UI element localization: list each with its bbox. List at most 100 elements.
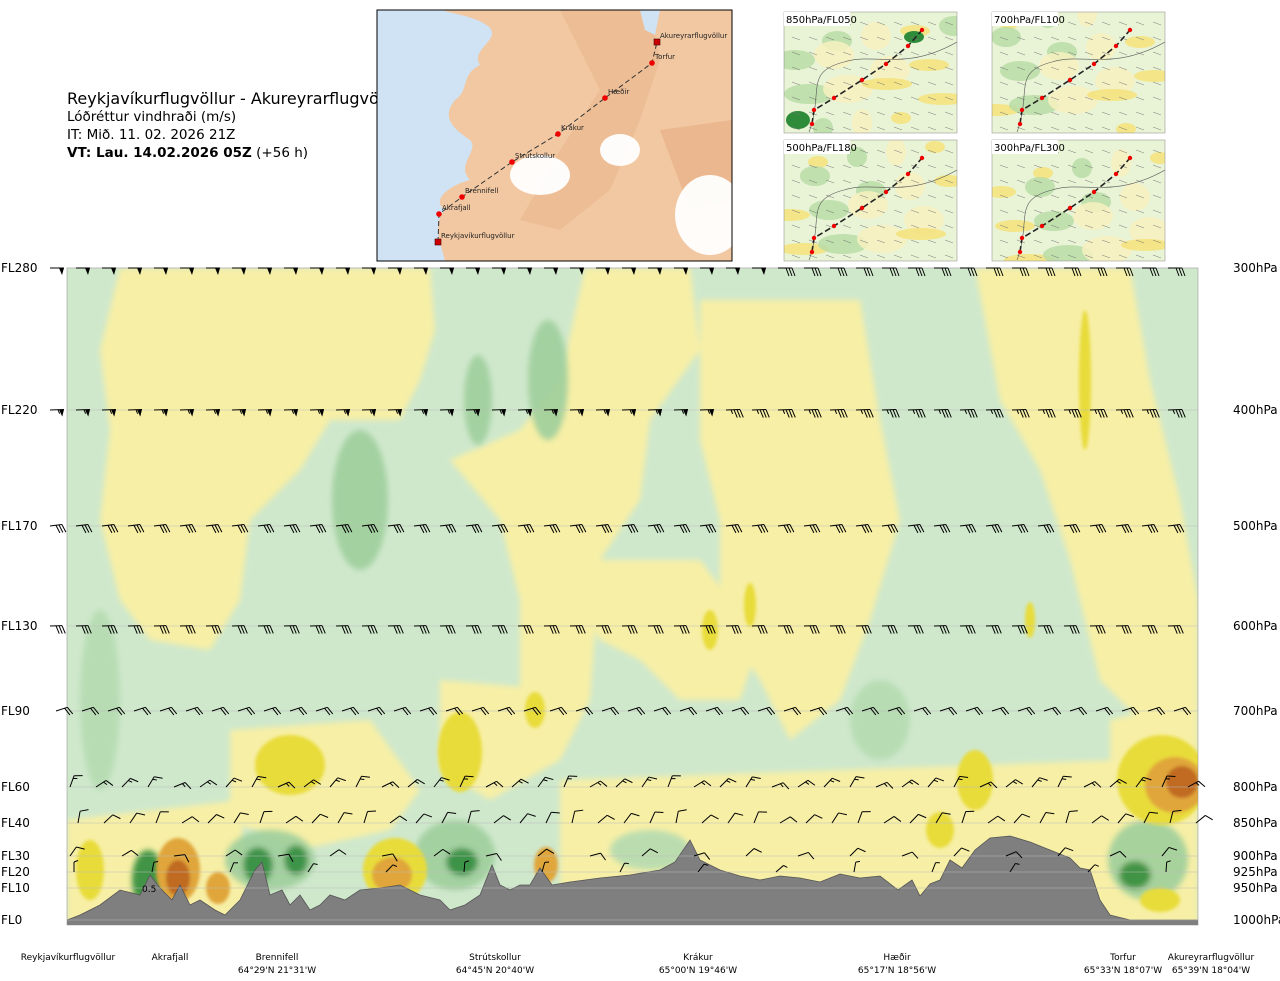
wind-barb: [861, 706, 880, 716]
wind-barb: [615, 778, 633, 788]
wind-barb: [439, 625, 456, 634]
terrain-profile: [67, 835, 1198, 925]
level-panel: [784, 12, 957, 133]
wind-barb: [466, 267, 480, 275]
wind-barb: [1011, 625, 1028, 634]
wind-barb: [1012, 267, 1030, 277]
wind-barb: [1063, 524, 1081, 534]
wind-barb: [1147, 706, 1166, 716]
issue-time: IT: Mið. 11. 02. 2026 21Z: [67, 127, 236, 143]
wind-barb: [341, 706, 360, 716]
wind-barb: [75, 409, 91, 417]
wind-barb: [485, 853, 502, 861]
wind-barb: [151, 860, 159, 873]
wind-barb: [55, 706, 74, 716]
wind-barb: [393, 706, 412, 716]
chart-subtitle: Lóðréttur vindhraði (m/s): [67, 109, 237, 125]
wind-barb: [1037, 625, 1054, 634]
wind-barb: [303, 779, 322, 788]
wind-barb: [673, 625, 690, 634]
flight-level-label: FL60: [1, 780, 30, 794]
wind-barb: [211, 706, 230, 716]
waypoint-coord: 65°00'N 19°46'W: [659, 966, 737, 976]
wind-barb: [809, 706, 828, 716]
wind-barb: [259, 810, 273, 824]
wind-barb: [985, 409, 1004, 418]
wind-barb: [595, 409, 611, 417]
flight-level-label: FL220: [1, 403, 38, 417]
wind-barb: [693, 780, 712, 788]
wind-barb: [961, 810, 975, 824]
wind-barb: [569, 524, 587, 534]
wind-barb: [205, 409, 221, 417]
wind-barb: [289, 706, 308, 716]
wind-barb: [69, 775, 83, 788]
wind-barb: [50, 267, 64, 275]
wind-barb: [81, 706, 100, 716]
wind-barb: [1011, 409, 1030, 418]
wind-barb: [647, 409, 663, 417]
waypoint-name: Torfur: [1109, 953, 1136, 963]
wind-barb: [407, 779, 425, 788]
wind-barb: [641, 848, 659, 857]
wind-barb: [1037, 524, 1055, 534]
wind-barb: [95, 780, 114, 788]
wind-barb: [753, 811, 768, 824]
wind-barb: [361, 625, 378, 634]
wind-barb: [361, 524, 379, 534]
wind-barb: [543, 524, 561, 534]
wind-barb: [1043, 706, 1062, 716]
wind-barb: [569, 409, 585, 417]
waypoint-name: Krákur: [683, 953, 713, 963]
contour-label: 0.5: [142, 885, 156, 895]
wind-barb: [257, 409, 273, 417]
wind-barb: [623, 812, 640, 824]
glacier-vatnajokull: [675, 175, 732, 255]
wind-barb: [1161, 846, 1178, 857]
wind-barb: [251, 776, 267, 788]
wind-barb: [959, 524, 977, 534]
wind-barb: [887, 706, 906, 716]
map-waypoint-label: Reykjavíkurflugvöllur: [441, 232, 515, 240]
wind-barb: [991, 706, 1010, 716]
wind-barb: [752, 267, 766, 275]
wind-barb: [1039, 812, 1055, 824]
wind-barb: [804, 267, 822, 277]
wind-barb: [543, 625, 560, 634]
wind-barb: [445, 706, 464, 716]
wind-barb: [1038, 267, 1056, 277]
wind-barb: [485, 780, 504, 788]
wind-barb: [544, 267, 558, 275]
wind-barb: [1109, 778, 1127, 788]
waypoint-marker: [509, 159, 515, 165]
level-panel: [784, 140, 957, 261]
wind-barb: [207, 814, 225, 824]
wind-barb: [75, 524, 93, 534]
wind-barb: [1173, 706, 1192, 716]
wind-barb: [960, 267, 978, 277]
glacier-hofsjokull: [600, 134, 640, 166]
wind-barb: [179, 625, 196, 634]
pressure-level-label: 700hPa: [1233, 704, 1278, 718]
wind-barb: [745, 848, 762, 857]
wind-barb: [419, 706, 438, 716]
wind-barb: [1095, 706, 1114, 716]
pressure-level-label: 600hPa: [1233, 619, 1278, 633]
wind-barb: [107, 706, 126, 716]
wind-barb: [909, 813, 927, 824]
x-axis-waypoints: Reykjavíkurflugvöllur Akrafjall Brennifell…: [21, 953, 1255, 976]
wind-barb: [1005, 779, 1024, 788]
wind-barb: [311, 813, 329, 824]
wind-barb: [154, 267, 168, 275]
pressure-level-label: 900hPa: [1233, 849, 1278, 863]
wind-barb: [927, 777, 945, 788]
wind-barb: [491, 524, 509, 534]
wind-barb: [701, 814, 719, 824]
wind-barb: [1017, 706, 1036, 716]
wind-barb: [965, 706, 984, 716]
wind-barb: [1089, 524, 1107, 534]
wind-barb: [385, 864, 398, 873]
waypoint-coord: 65°17'N 18°56'W: [858, 966, 936, 976]
wind-barb: [517, 524, 535, 534]
wind-barb: [855, 409, 874, 418]
